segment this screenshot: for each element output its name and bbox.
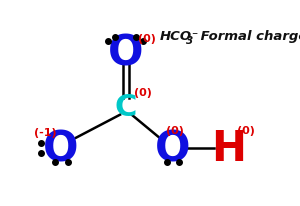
Text: (0): (0) [166,125,184,135]
Text: C: C [115,93,137,122]
Text: O: O [108,32,144,74]
Text: O: O [154,128,190,169]
Text: H: H [211,128,246,169]
Text: HCO: HCO [160,29,192,42]
Text: Formal charges: Formal charges [196,29,300,42]
Text: (0): (0) [138,34,156,44]
Text: (-1): (-1) [34,128,57,138]
Text: (0): (0) [134,87,152,97]
Text: (0): (0) [237,125,254,135]
Text: ⁻: ⁻ [191,29,197,42]
Text: O: O [43,128,79,169]
Text: 3: 3 [186,36,194,46]
